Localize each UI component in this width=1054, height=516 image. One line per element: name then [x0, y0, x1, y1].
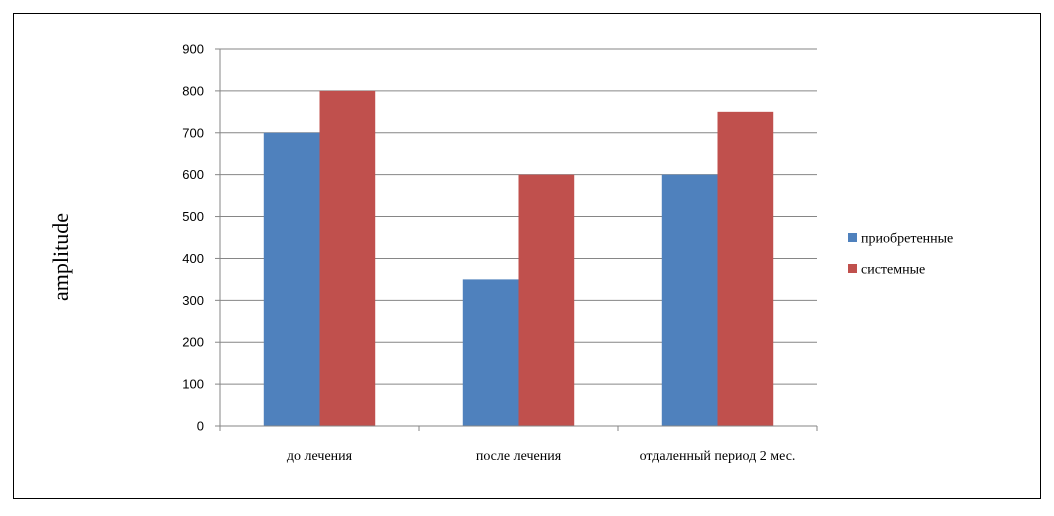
y-tick-label: 500 [182, 209, 204, 224]
bar-systemic [717, 111, 774, 426]
y-tick-labels: 0 100 200 300 400 500 600 700 800 900 [182, 42, 204, 434]
legend-swatch [848, 233, 857, 242]
bar-acquired [661, 174, 718, 426]
y-tick-label: 200 [182, 335, 204, 350]
legend-label: системные [861, 263, 925, 278]
bars [263, 90, 774, 426]
legend-swatch [848, 264, 857, 273]
y-tick-label: 900 [182, 42, 204, 57]
bar-acquired [263, 132, 320, 426]
y-tick-label: 0 [197, 419, 204, 434]
y-tick-label: 300 [182, 293, 204, 308]
y-axis-label: amplitude [48, 213, 73, 301]
x-category-label: отдаленный период 2 мес. [640, 449, 796, 464]
y-tick-label: 100 [182, 377, 204, 392]
y-tick-label: 700 [182, 125, 204, 140]
y-tick-label: 800 [182, 83, 204, 98]
y-tick-label: 600 [182, 167, 204, 182]
bar-systemic [518, 174, 575, 426]
bar-acquired [462, 279, 519, 426]
x-category-label: после лечения [476, 449, 562, 464]
y-tick-label: 400 [182, 251, 204, 266]
bar-systemic [319, 90, 376, 426]
x-category-labels: до лечения после лечения отдаленный период… [287, 449, 796, 464]
axes [215, 48, 818, 431]
x-category-label: до лечения [287, 449, 353, 464]
legend-label: приобретенные [861, 232, 953, 247]
legend: приобретенные системные [848, 232, 953, 278]
